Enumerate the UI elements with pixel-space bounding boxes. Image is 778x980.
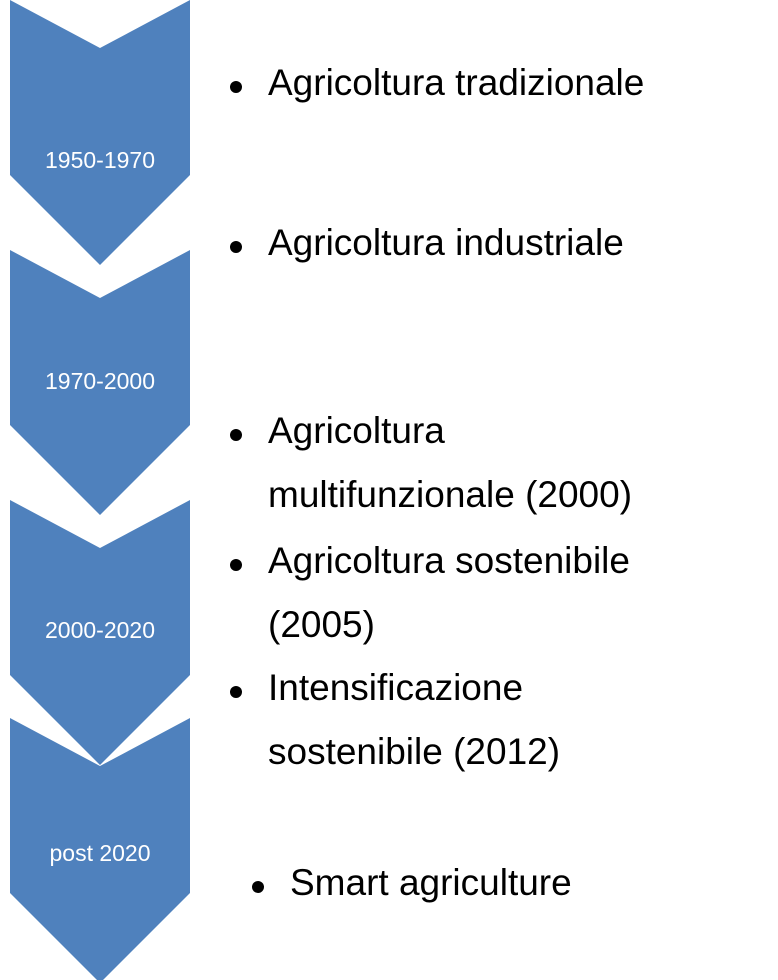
chevron [10, 718, 190, 980]
bullet [230, 686, 242, 698]
step-label: 2000-2020 [45, 617, 155, 643]
item-text: (2005) [268, 604, 375, 645]
bullet [230, 81, 242, 93]
item-text: Agricoltura industriale [268, 222, 624, 263]
chevron [10, 500, 190, 765]
step-label: 1970-2000 [45, 368, 155, 394]
step-label: 1950-1970 [45, 147, 155, 173]
bullet [230, 559, 242, 571]
chevron [10, 0, 190, 265]
bullet [252, 881, 264, 893]
item-text: Intensificazione [268, 667, 523, 708]
item-text: Agricoltura [268, 410, 445, 451]
item-text: Agricoltura tradizionale [268, 62, 644, 103]
item-text: sostenibile (2012) [268, 731, 560, 772]
bullet [230, 429, 242, 441]
bullet [230, 241, 242, 253]
chevron [10, 250, 190, 515]
item-text: Smart agriculture [290, 862, 572, 903]
step-label: post 2020 [49, 840, 150, 866]
item-text: Agricoltura sostenibile [268, 540, 630, 581]
item-text: multifunzionale (2000) [268, 474, 632, 515]
